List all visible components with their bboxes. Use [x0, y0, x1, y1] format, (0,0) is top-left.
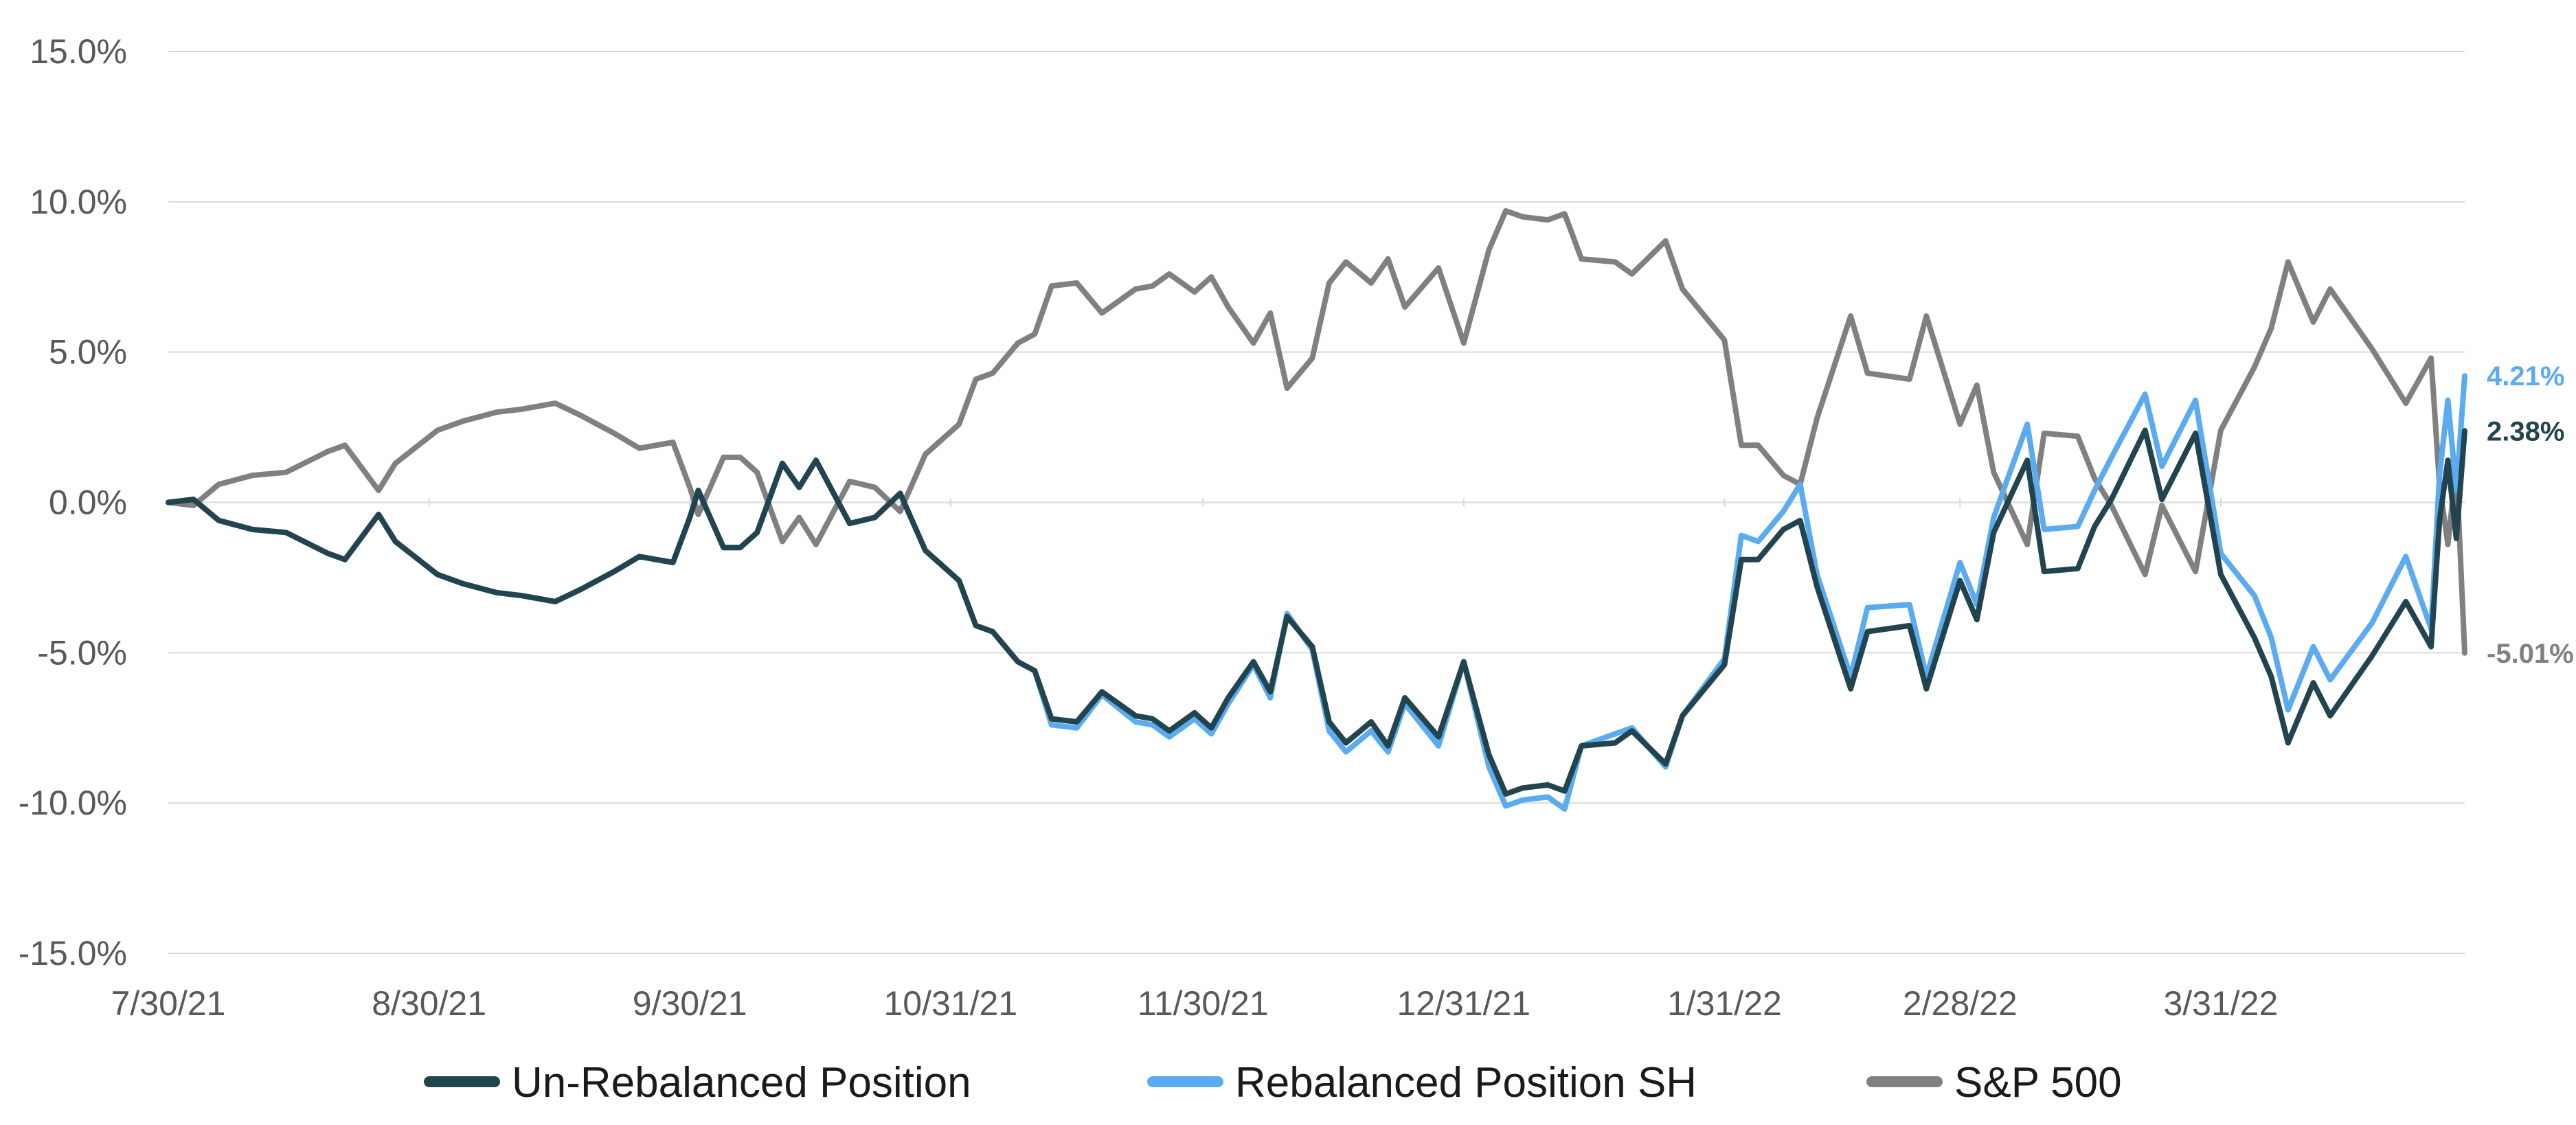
- x-tick-label: 8/30/21: [372, 984, 486, 1023]
- x-tick-label: 1/31/22: [1667, 984, 1782, 1023]
- series-lines: [166, 208, 2467, 812]
- legend-label: S&P 500: [1954, 1059, 2122, 1106]
- y-tick-label: 15.0%: [30, 32, 127, 71]
- series-end-label: -5.01%: [2487, 639, 2574, 669]
- series-end-label: 4.21%: [2487, 361, 2564, 391]
- x-axis-tick-labels: 7/30/21 8/30/21 9/30/21 10/31/21 11/30/21 12/…: [111, 984, 2279, 1023]
- series-end-labels: 2.38% 4.21% -5.01%: [2487, 361, 2574, 669]
- y-tick-label: 0.0%: [49, 484, 127, 522]
- y-tick-label: 10.0%: [30, 183, 127, 221]
- y-axis-tick-labels: 15.0% 10.0% 5.0% 0.0% -5.0% -10.0% -15.0%: [19, 32, 127, 973]
- gridlines: [168, 51, 2465, 954]
- y-tick-label: -5.0%: [37, 633, 127, 672]
- series-line-0: [166, 427, 2467, 797]
- y-tick-label: -15.0%: [19, 934, 127, 973]
- series-end-label: 2.38%: [2487, 416, 2564, 446]
- x-tick-label: 7/30/21: [111, 984, 226, 1023]
- y-tick-label: 5.0%: [49, 333, 127, 372]
- x-tick-label: 9/30/21: [633, 984, 747, 1023]
- x-tick-label: 11/30/21: [1138, 984, 1269, 1023]
- legend-label: Un-Rebalanced Position: [512, 1059, 971, 1106]
- series-line-2: [166, 208, 2467, 656]
- x-tick-label: 3/31/22: [2163, 984, 2278, 1023]
- x-tick-label: 10/31/21: [884, 984, 1018, 1023]
- x-tick-label: 2/28/22: [1903, 984, 2018, 1023]
- legend: Un-Rebalanced Position Rebalanced Positio…: [424, 1059, 2122, 1106]
- y-tick-label: -10.0%: [19, 784, 127, 822]
- legend-label: Rebalanced Position SH: [1235, 1059, 1697, 1106]
- x-tick-label: 12/31/21: [1397, 984, 1530, 1023]
